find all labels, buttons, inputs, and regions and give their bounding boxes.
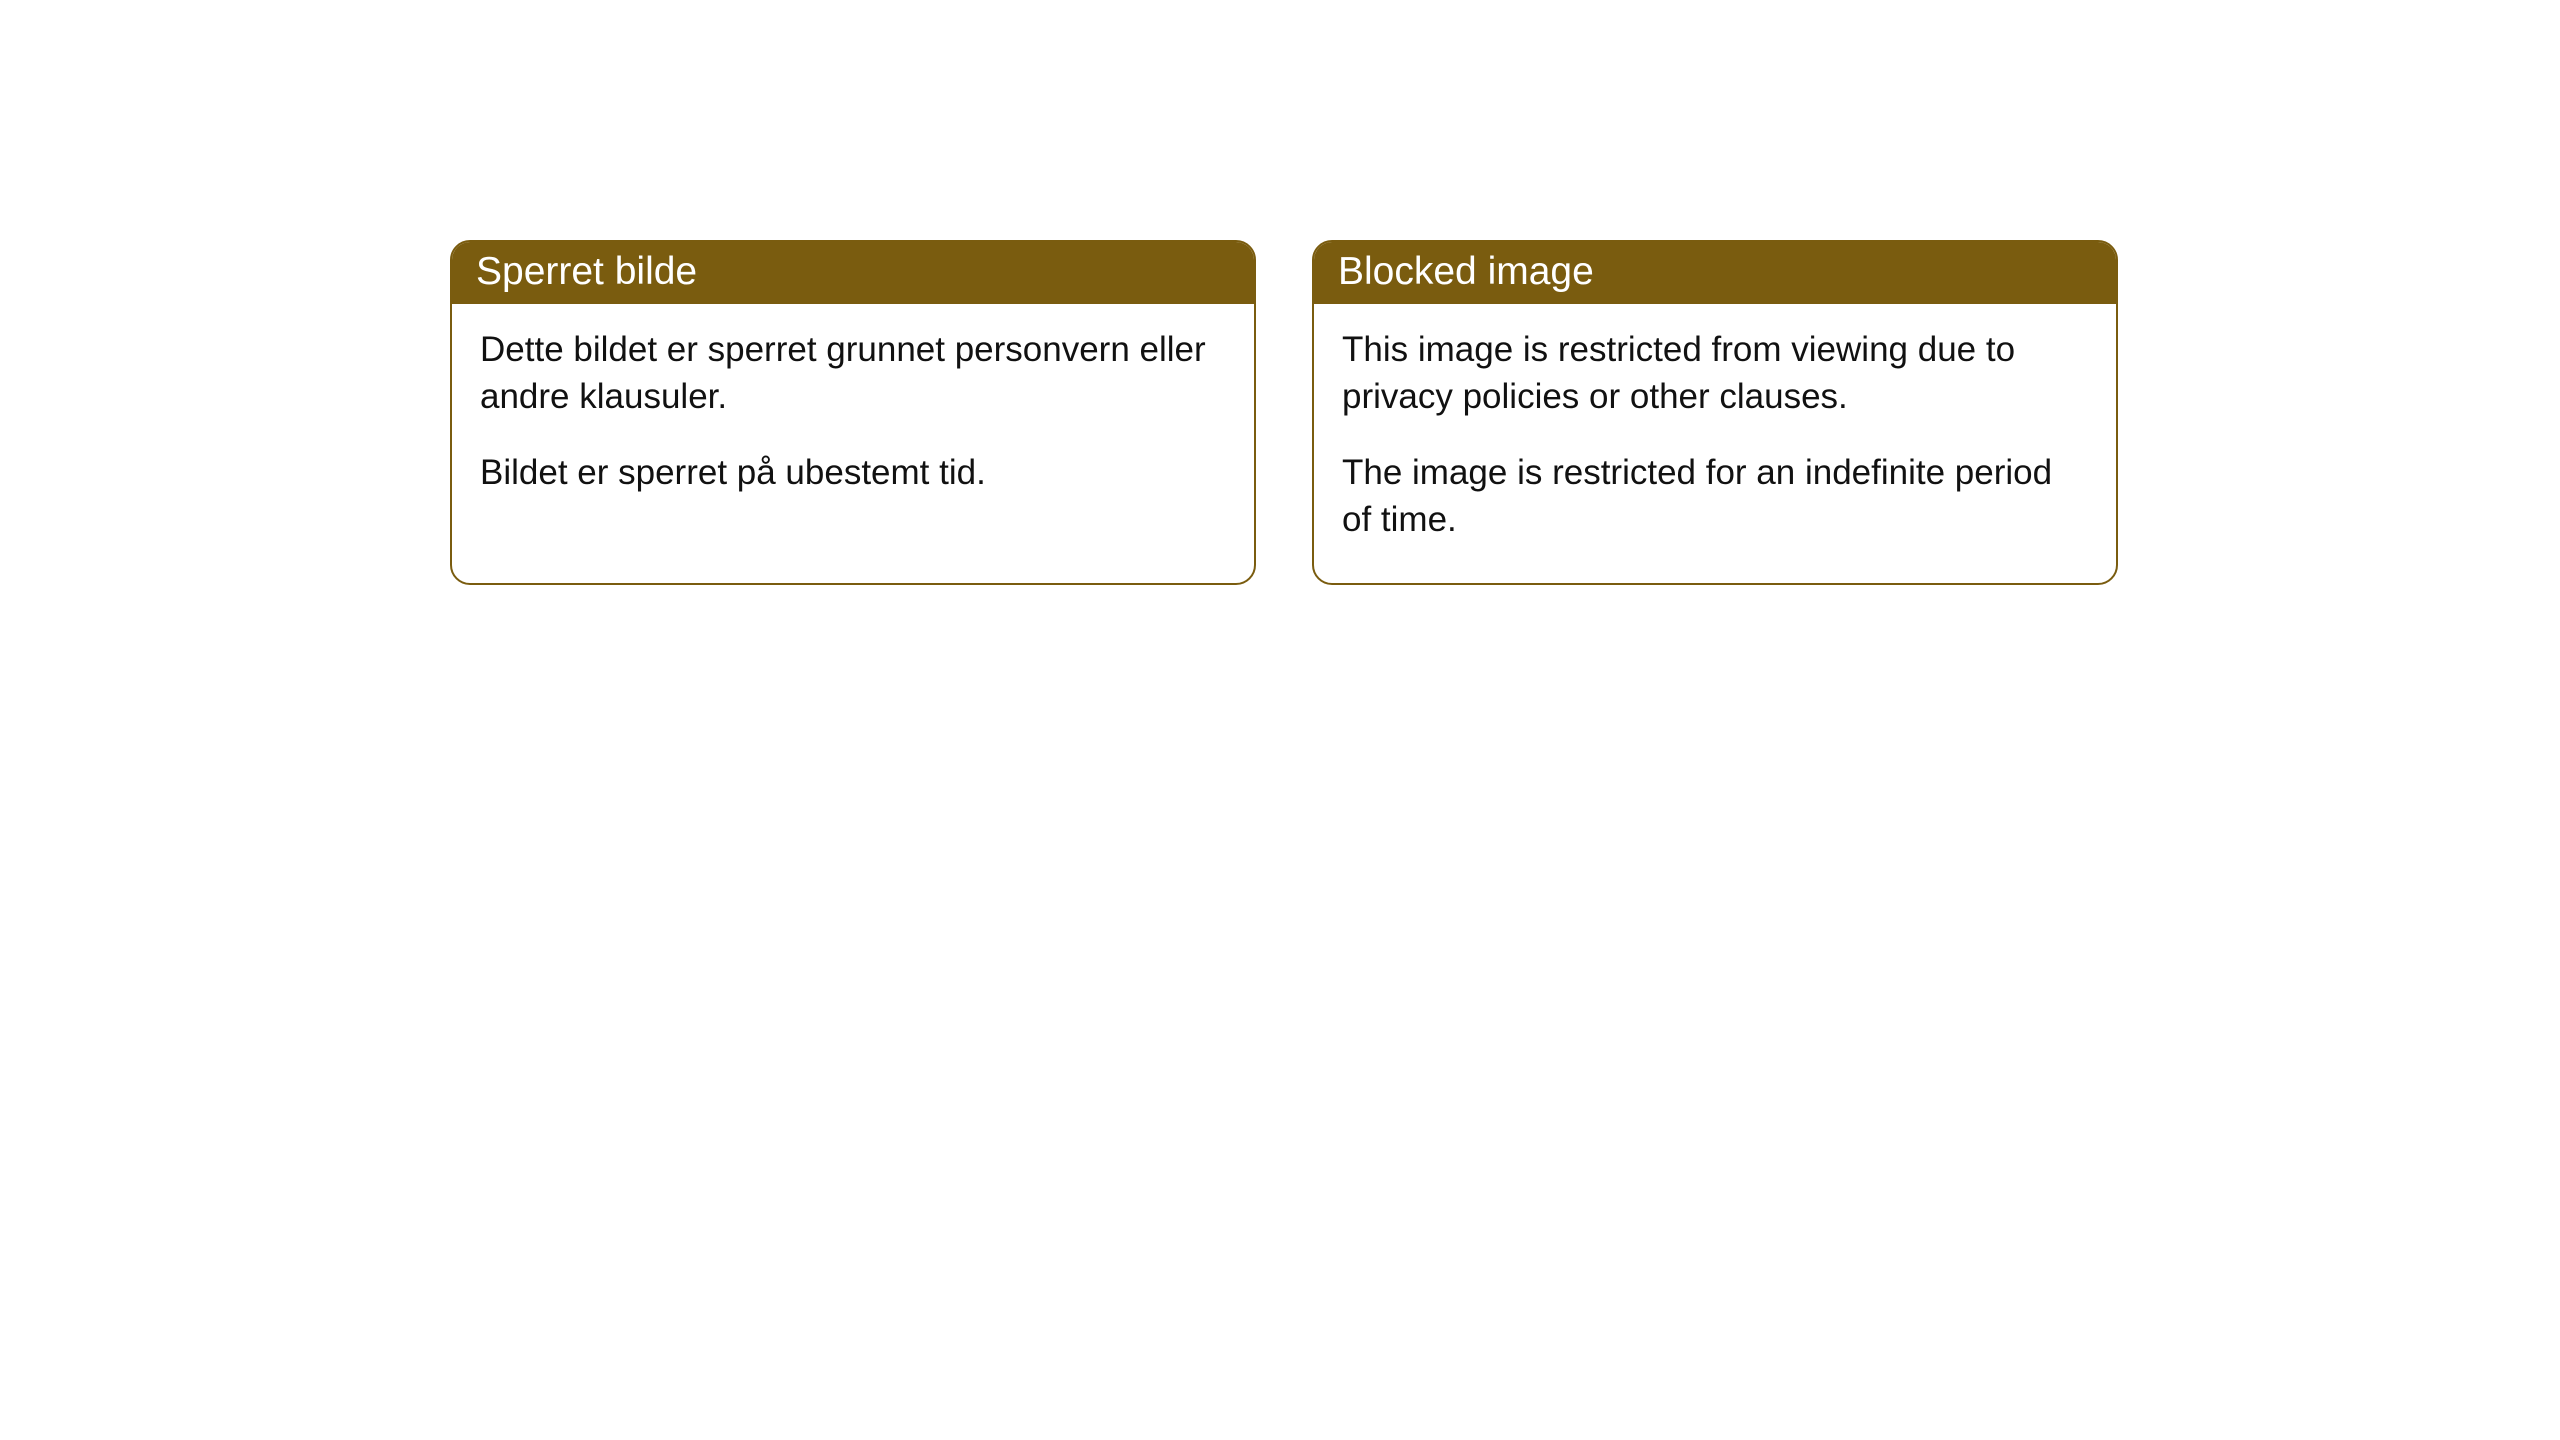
card-paragraph: This image is restricted from viewing du…	[1342, 326, 2088, 421]
card-header: Sperret bilde	[452, 242, 1254, 304]
notice-card-english: Blocked image This image is restricted f…	[1312, 240, 2118, 585]
card-title: Sperret bilde	[476, 250, 697, 293]
card-body: This image is restricted from viewing du…	[1314, 304, 2116, 583]
card-header: Blocked image	[1314, 242, 2116, 304]
notice-cards-container: Sperret bilde Dette bildet er sperret gr…	[0, 0, 2560, 585]
card-paragraph: The image is restricted for an indefinit…	[1342, 449, 2088, 544]
card-body: Dette bildet er sperret grunnet personve…	[452, 304, 1254, 536]
notice-card-norwegian: Sperret bilde Dette bildet er sperret gr…	[450, 240, 1256, 585]
card-paragraph: Dette bildet er sperret grunnet personve…	[480, 326, 1226, 421]
card-title: Blocked image	[1338, 250, 1594, 293]
card-paragraph: Bildet er sperret på ubestemt tid.	[480, 449, 1226, 496]
